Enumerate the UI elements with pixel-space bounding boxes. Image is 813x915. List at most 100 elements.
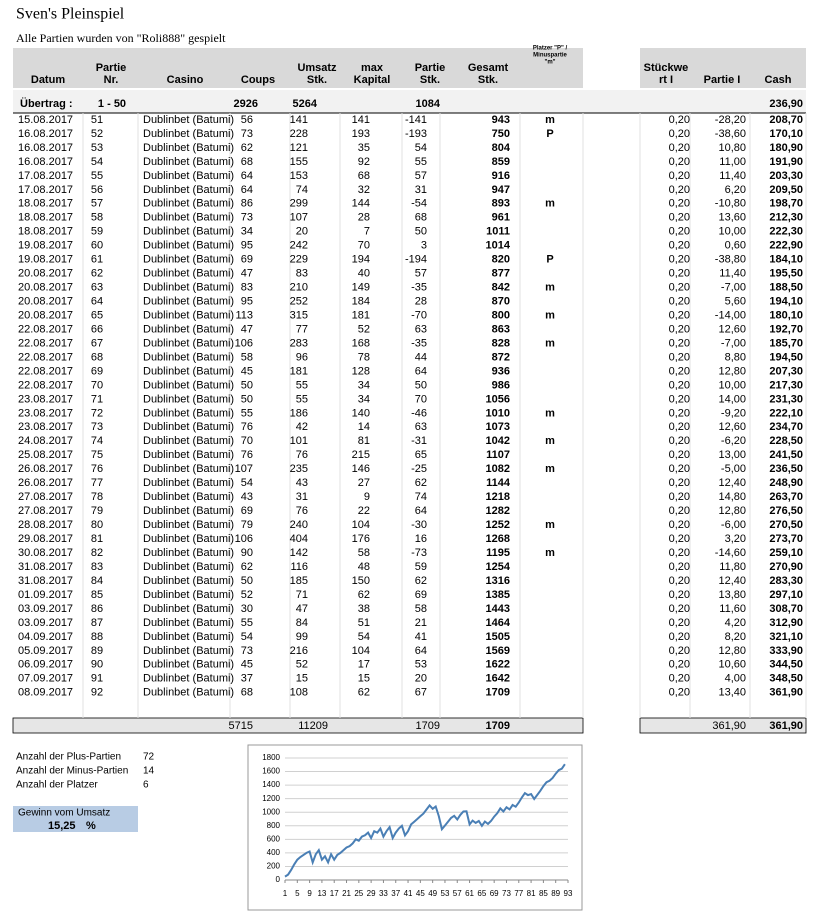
cell: 299 — [290, 198, 308, 210]
cell: 69 — [415, 589, 427, 601]
cell: 22.08.2017 — [18, 365, 73, 377]
cell: 63 — [91, 282, 103, 294]
cell: 95 — [241, 296, 253, 308]
cell: 0,20 — [669, 351, 690, 363]
cell: 27.08.2017 — [18, 491, 73, 503]
cell: 870 — [492, 296, 510, 308]
cell: Dublinbet (Batumi) — [143, 156, 234, 168]
cell: 20.08.2017 — [18, 268, 73, 280]
cell: 47 — [241, 268, 253, 280]
cell: -38,60 — [715, 128, 746, 140]
carry-cell: 2926 — [234, 98, 258, 110]
cell: Dublinbet (Batumi) — [143, 589, 234, 601]
cell: 28.08.2017 — [18, 519, 73, 531]
cell: 19.08.2017 — [18, 240, 73, 252]
cell: 62 — [91, 268, 103, 280]
cell: 43 — [296, 477, 308, 489]
cell: 0,20 — [669, 687, 690, 699]
cell: 404 — [290, 533, 308, 545]
cell: 89 — [91, 645, 103, 657]
cell: m — [545, 463, 555, 475]
cell: 57 — [91, 198, 103, 210]
stat-label: Anzahl der Minus-Partien — [16, 766, 128, 777]
cell: 20.08.2017 — [18, 296, 73, 308]
cell: 240 — [290, 519, 308, 531]
cell: Dublinbet (Batumi) — [143, 631, 234, 643]
cell: Dublinbet (Batumi) — [143, 603, 234, 615]
cell: 54 — [91, 156, 103, 168]
cell: -9,20 — [721, 407, 746, 419]
line-series — [284, 763, 566, 878]
cell: 52 — [296, 659, 308, 671]
cell: 0,20 — [669, 673, 690, 685]
cell: m — [545, 519, 555, 531]
cell: 90 — [91, 659, 103, 671]
cell: 936 — [492, 365, 510, 377]
cell: 81 — [358, 435, 370, 447]
cell: 248,90 — [769, 477, 803, 489]
cell: 1282 — [486, 505, 510, 517]
header-label: Cash — [765, 74, 792, 86]
cell: 0,20 — [669, 589, 690, 601]
cell: 28 — [415, 296, 427, 308]
cell: 34 — [358, 379, 370, 391]
cell: 215 — [352, 449, 370, 461]
cell: Dublinbet (Batumi) — [143, 491, 234, 503]
cell: 38 — [358, 603, 370, 615]
cell: 52 — [241, 589, 253, 601]
cell: 321,10 — [769, 631, 803, 643]
cell: 52 — [358, 323, 370, 335]
cell: -25 — [411, 463, 427, 475]
cell: Dublinbet (Batumi) — [143, 337, 234, 349]
cell: 149 — [352, 282, 370, 294]
cell: 188,50 — [769, 282, 803, 294]
cell: 13,80 — [718, 589, 746, 601]
cell: 50 — [415, 226, 427, 238]
cell: 29.08.2017 — [18, 533, 73, 545]
cell: 58 — [358, 547, 370, 559]
cell: 1252 — [486, 519, 510, 531]
cell: 16 — [415, 533, 427, 545]
cell: 56 — [91, 184, 103, 196]
cell: 242 — [290, 240, 308, 252]
cell: 1042 — [486, 435, 510, 447]
cell: 1056 — [486, 393, 510, 405]
cell: 0,20 — [669, 212, 690, 224]
cell: 86 — [241, 198, 253, 210]
cell: 58 — [91, 212, 103, 224]
cell: -6,20 — [721, 435, 746, 447]
cell: 72 — [91, 407, 103, 419]
x-tick-label: 65 — [477, 889, 486, 898]
stat-value: 72 — [143, 752, 155, 763]
cell: 11,40 — [719, 170, 746, 182]
cell: 0,20 — [669, 407, 690, 419]
cell: Dublinbet (Batumi) — [143, 170, 234, 182]
cell: 0,20 — [669, 519, 690, 531]
x-tick-label: 61 — [465, 889, 474, 898]
cell: -7,00 — [721, 337, 746, 349]
cell: 55 — [415, 156, 427, 168]
cell: Dublinbet (Batumi) — [143, 184, 234, 196]
cell: Dublinbet (Batumi) — [143, 449, 234, 461]
cell: 12,60 — [718, 421, 746, 433]
cell: 04.09.2017 — [18, 631, 73, 643]
cell: 92 — [358, 156, 370, 168]
cell: 1073 — [486, 421, 510, 433]
cell: -35 — [411, 282, 427, 294]
cell: 108 — [290, 687, 308, 699]
cell: 47 — [241, 323, 253, 335]
cell: 68 — [415, 212, 427, 224]
cell: 222,90 — [769, 240, 803, 252]
cell: 0,20 — [669, 128, 690, 140]
x-tick-label: 45 — [416, 889, 425, 898]
header-label: rt I — [659, 74, 673, 86]
cell: 0,20 — [669, 603, 690, 615]
cell: 74 — [415, 491, 427, 503]
cell: 113 — [235, 309, 253, 321]
cell: 32 — [358, 184, 370, 196]
cell: -73 — [411, 547, 427, 559]
cell: 44 — [415, 351, 427, 363]
stat-label: Anzahl der Platzer — [16, 780, 98, 791]
cell: 0,20 — [669, 463, 690, 475]
